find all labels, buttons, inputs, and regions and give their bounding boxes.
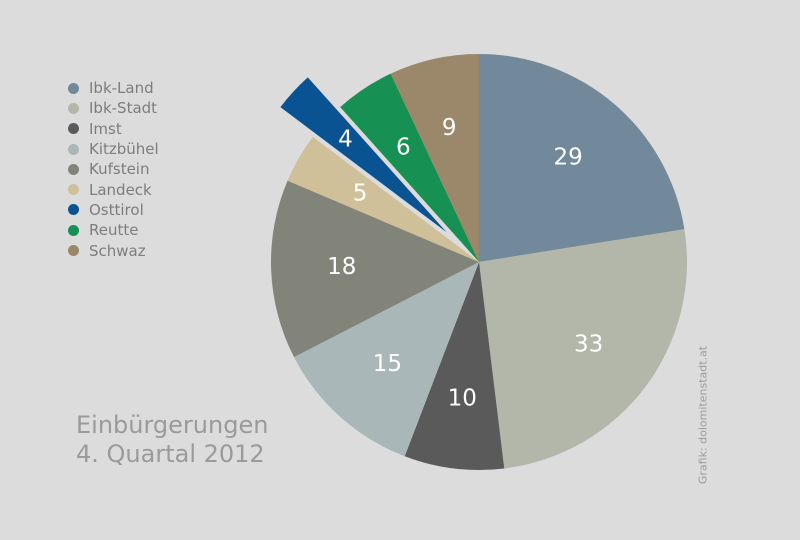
legend-swatch	[68, 204, 79, 216]
slice-label-osttirol: 4	[338, 126, 353, 152]
legend-item-kitzbuehel: Kitzbühel	[68, 139, 159, 159]
legend: Ibk-Land Ibk-Stadt Imst Kitzbühel Kufstein La…	[68, 78, 159, 261]
pie-slice-landeck	[287, 136, 479, 262]
slice-label-imst: 10	[448, 385, 477, 411]
legend-item-ibk-stadt: Ibk-Stadt	[68, 98, 159, 118]
legend-item-osttirol: Osttirol	[68, 200, 159, 220]
pie-slice-osttirol	[280, 77, 447, 233]
pie-slice-reutte	[340, 73, 479, 262]
slice-label-landeck: 5	[353, 180, 368, 206]
legend-swatch	[68, 163, 79, 175]
legend-swatch	[68, 102, 79, 114]
pie-slice-ibk-stadt	[479, 229, 688, 469]
legend-label: Kitzbühel	[89, 140, 159, 159]
legend-label: Reutte	[89, 221, 139, 240]
credit-text: Grafik: dolomitenstadt.at	[696, 345, 710, 485]
slice-label-kitzbuehel: 15	[373, 351, 402, 377]
pie-slice-kitzbuehel	[294, 262, 479, 457]
legend-swatch	[68, 224, 79, 236]
legend-item-landeck: Landeck	[68, 179, 159, 199]
legend-label: Landeck	[89, 180, 152, 199]
legend-label: Ibk-Land	[89, 79, 154, 98]
pie-slice-kufstein	[271, 180, 479, 358]
legend-swatch	[68, 245, 79, 257]
slice-label-kufstein: 18	[327, 254, 356, 280]
legend-item-kufstein: Kufstein	[68, 159, 159, 179]
chart-title: Einbürgerungen	[76, 411, 269, 439]
legend-label: Imst	[89, 119, 122, 138]
chart-title-block: Einbürgerungen 4. Quartal 2012	[76, 411, 268, 469]
pie-slice-schwaz	[390, 54, 479, 262]
legend-item-imst: Imst	[68, 119, 159, 139]
legend-label: Kufstein	[89, 160, 150, 179]
legend-item-ibk-land: Ibk-Land	[68, 78, 159, 98]
slice-label-reutte: 6	[396, 135, 411, 161]
slice-label-ibk-stadt: 33	[574, 332, 603, 358]
slice-label-schwaz: 9	[442, 115, 457, 141]
legend-swatch	[68, 143, 79, 155]
legend-item-schwaz: Schwaz	[68, 240, 159, 260]
pie-slice-imst	[404, 262, 505, 471]
legend-label: Osttirol	[89, 200, 144, 219]
legend-swatch	[68, 184, 79, 196]
legend-swatch	[68, 82, 79, 94]
chart-subtitle: 4. Quartal 2012	[76, 440, 265, 468]
legend-swatch	[68, 123, 79, 135]
legend-item-reutte: Reutte	[68, 220, 159, 240]
legend-label: Schwaz	[89, 241, 146, 260]
legend-label: Ibk-Stadt	[89, 99, 158, 118]
slice-label-ibk-land: 29	[553, 145, 582, 171]
pie-slice-ibk-land	[479, 54, 685, 262]
